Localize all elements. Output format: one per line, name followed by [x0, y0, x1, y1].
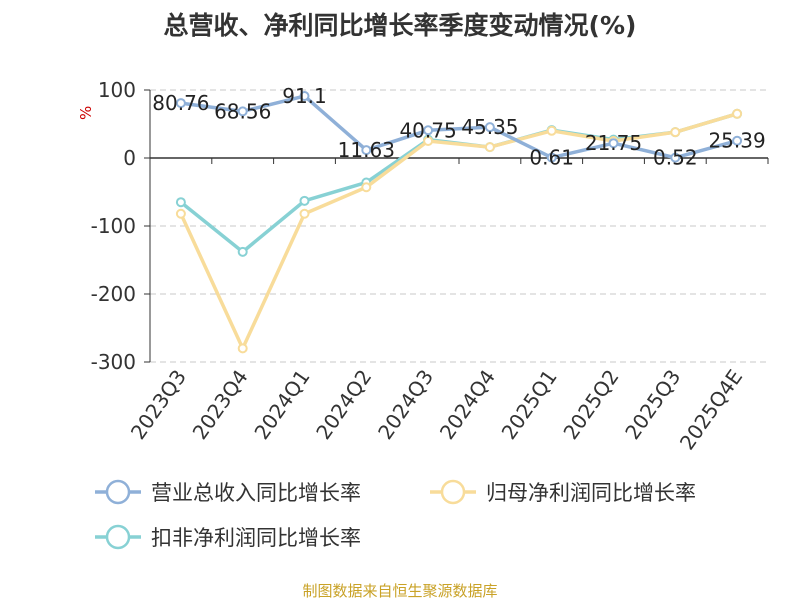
- legend-label: 营业总收入同比增长率: [151, 481, 361, 505]
- legend-marker: [105, 479, 131, 505]
- x-tick-label: 2024Q1: [249, 365, 314, 444]
- data-label: 91.1: [282, 84, 327, 108]
- data-point: [732, 108, 743, 119]
- data-label: 40.75: [399, 118, 456, 142]
- series-line: [179, 112, 738, 351]
- data-label: 25.39: [708, 129, 765, 153]
- data-point: [361, 145, 372, 156]
- data-point: [237, 106, 248, 117]
- data-point: [361, 182, 372, 193]
- x-tick-label: 2025Q2: [558, 365, 623, 444]
- data-point: [732, 135, 743, 146]
- x-tick-label: 2024Q3: [373, 365, 438, 444]
- data-point: [670, 127, 681, 138]
- data-label: 11.63: [338, 138, 395, 162]
- data-point: [299, 91, 310, 102]
- data-label: 21.75: [585, 131, 642, 155]
- data-label: 68.56: [214, 99, 271, 123]
- data-point: [484, 142, 495, 153]
- x-tick-label: 2023Q4: [188, 365, 253, 444]
- x-tick-label: 2024Q2: [311, 365, 376, 444]
- x-tick-label: 2024Q4: [435, 365, 500, 444]
- data-point: [237, 246, 248, 257]
- data-point: [423, 136, 434, 146]
- legend-marker: [440, 479, 466, 505]
- series-line: [180, 94, 738, 160]
- data-point: [608, 138, 619, 149]
- legend-label: 扣非净利润同比增长率: [151, 526, 361, 550]
- y-tick-label: -200: [91, 282, 136, 306]
- data-point: [175, 197, 186, 208]
- chart-title: 总营收、净利同比增长率季度变动情况(%): [163, 11, 637, 40]
- y-tick-label: -100: [91, 214, 136, 238]
- data-point: [175, 98, 186, 109]
- data-point: [546, 152, 557, 163]
- data-label: 80.76: [152, 91, 209, 115]
- data-point: [484, 122, 495, 133]
- data-label: 45.35: [461, 115, 518, 139]
- data-point: [175, 208, 186, 219]
- source-note: 制图数据来自恒生聚源数据库: [302, 582, 498, 600]
- data-point: [423, 125, 434, 136]
- data-label: 0.52: [653, 146, 698, 170]
- x-tick-label: 2025Q3: [620, 365, 685, 444]
- y-tick-label: 100: [98, 78, 136, 102]
- legend-label: 归母净利润同比增长率: [486, 481, 696, 505]
- data-point: [299, 195, 310, 206]
- data-point: [299, 208, 310, 219]
- x-tick-label: 2025Q1: [497, 365, 562, 444]
- data-point: [670, 152, 681, 163]
- legend-marker: [105, 524, 131, 550]
- x-tick-label: 2025Q4E: [675, 365, 747, 454]
- x-tick-label: 2023Q3: [126, 365, 191, 444]
- data-point: [546, 125, 557, 136]
- data-point: [237, 343, 248, 354]
- y-tick-label: -300: [91, 350, 136, 374]
- y-tick-label: 0: [123, 146, 136, 170]
- data-label: 0.61: [529, 146, 574, 170]
